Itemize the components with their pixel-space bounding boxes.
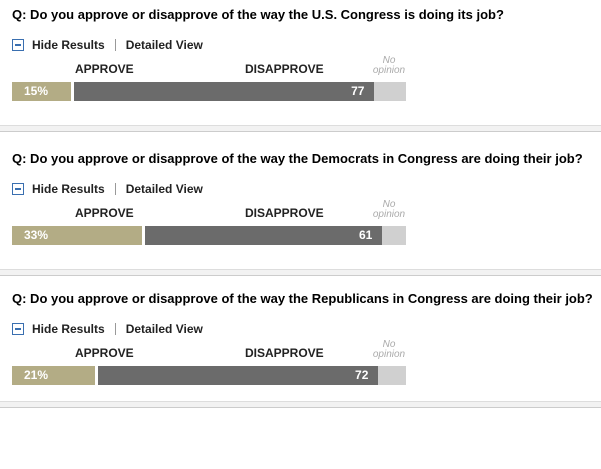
controls: Hide Results Detailed View (12, 320, 601, 338)
panel-divider (0, 125, 601, 132)
no-opinion-label: No opinion (372, 55, 406, 76)
disapprove-value: 72 (355, 368, 369, 382)
approve-value: 33% (24, 228, 49, 242)
hide-results-link[interactable]: Hide Results (32, 182, 105, 196)
no-opinion-bar (382, 226, 406, 245)
separator (114, 39, 116, 51)
poll-panel: Q: Do you approve or disapprove of the w… (0, 0, 601, 101)
result-bar: 15% 77 (12, 82, 408, 101)
detailed-view-link[interactable]: Detailed View (125, 182, 203, 196)
column-labels: APPROVE DISAPPROVE No opinion (12, 198, 601, 226)
disapprove-value: 77 (351, 84, 365, 98)
controls: Hide Results Detailed View (12, 180, 601, 198)
panel-divider (0, 269, 601, 276)
approve-value: 21% (24, 368, 49, 382)
controls: Hide Results Detailed View (12, 36, 601, 54)
approve-bar: 21% (12, 366, 95, 385)
approve-bar: 33% (12, 226, 143, 245)
approve-label: APPROVE (75, 62, 134, 76)
disapprove-bar: 77 (74, 82, 375, 101)
result-bar: 33% 61 (12, 226, 408, 245)
panel-divider (0, 401, 601, 408)
no-opinion-label: No opinion (372, 199, 406, 220)
question: Q: Do you approve or disapprove of the w… (12, 291, 593, 306)
separator (114, 323, 116, 335)
poll-list: Q: Do you approve or disapprove of the w… (0, 0, 601, 408)
approve-bar: 15% (12, 82, 72, 101)
disapprove-label: DISAPPROVE (245, 346, 324, 360)
disapprove-value: 61 (358, 228, 373, 242)
poll-panel: Q: Do you approve or disapprove of the w… (0, 288, 601, 385)
hide-results-link[interactable]: Hide Results (32, 322, 105, 336)
hide-results-link[interactable]: Hide Results (32, 38, 105, 52)
disapprove-label: DISAPPROVE (245, 206, 324, 220)
question: Q: Do you approve or disapprove of the w… (12, 7, 504, 22)
poll-panel: Q: Do you approve or disapprove of the w… (0, 144, 601, 245)
detailed-view-link[interactable]: Detailed View (125, 38, 203, 52)
disapprove-label: DISAPPROVE (245, 62, 324, 76)
question: Q: Do you approve or disapprove of the w… (12, 151, 583, 166)
no-opinion-bar (374, 82, 406, 101)
approve-label: APPROVE (75, 346, 134, 360)
approve-value: 15% (24, 84, 49, 98)
column-labels: APPROVE DISAPPROVE No opinion (12, 54, 601, 82)
approve-label: APPROVE (75, 206, 134, 220)
collapse-icon[interactable] (12, 183, 24, 195)
collapse-icon[interactable] (12, 39, 24, 51)
detailed-view-link[interactable]: Detailed View (125, 322, 203, 336)
no-opinion-label: No opinion (372, 339, 406, 360)
column-labels: APPROVE DISAPPROVE No opinion (12, 338, 601, 366)
separator (114, 183, 116, 195)
no-opinion-bar (378, 366, 406, 385)
disapprove-bar: 72 (97, 366, 379, 385)
result-bar: 21% 72 (12, 366, 408, 385)
disapprove-bar: 61 (145, 226, 383, 245)
collapse-icon[interactable] (12, 323, 24, 335)
